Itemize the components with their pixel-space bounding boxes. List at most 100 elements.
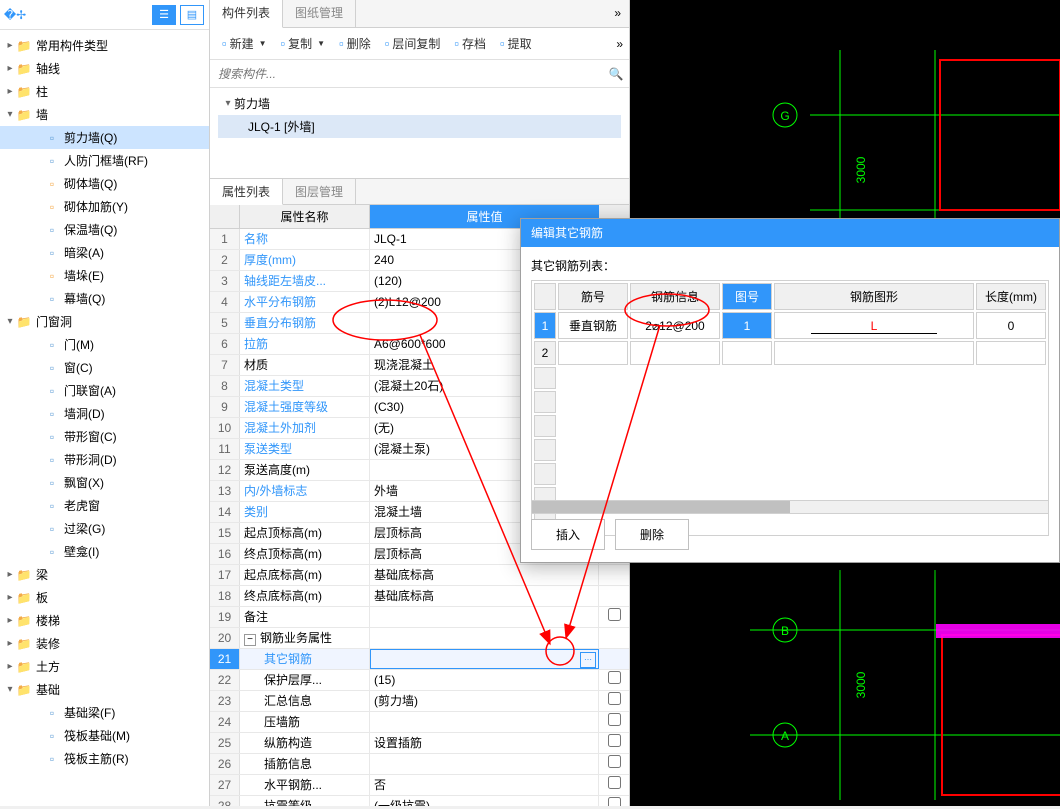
tree-label: 柱: [36, 83, 48, 100]
prop-row[interactable]: 23汇总信息(剪力墙): [210, 691, 629, 712]
prop-row[interactable]: 19备注: [210, 607, 629, 628]
tree-node[interactable]: ▫幕墙(Q): [0, 287, 209, 310]
search-icon[interactable]: 🔍: [603, 67, 629, 81]
prop-checkbox[interactable]: [608, 608, 621, 621]
tree-node[interactable]: ▫暗梁(A): [0, 241, 209, 264]
tree-node[interactable]: ▫门(M): [0, 333, 209, 356]
prop-row[interactable]: 26插筋信息: [210, 754, 629, 775]
tree-node[interactable]: ▾📁基础: [0, 678, 209, 701]
component-tabs: 构件列表图纸管理 »: [210, 0, 629, 28]
tree-node[interactable]: ▫筏板基础(M): [0, 724, 209, 747]
tree-node[interactable]: ▫过梁(G): [0, 517, 209, 540]
edit-rebar-dialog: 编辑其它钢筋 其它钢筋列表： 筋号钢筋信息图号钢筋图形长度(mm) 1垂直钢筋2…: [520, 218, 1060, 563]
tree-node[interactable]: ▫窗(C): [0, 356, 209, 379]
prop-tab[interactable]: 图层管理: [283, 179, 356, 204]
tree-node[interactable]: ▫门联窗(A): [0, 379, 209, 402]
tree-node[interactable]: ▸📁楼梯: [0, 609, 209, 632]
tree-node[interactable]: ▫剪力墙(Q): [0, 126, 209, 149]
tab[interactable]: 构件列表: [210, 0, 283, 28]
dialog-header[interactable]: 图号: [722, 283, 772, 310]
tree-label: 筏板基础(M): [64, 727, 130, 744]
more-button[interactable]: ⋯: [580, 652, 596, 668]
list-parent[interactable]: ▾ 剪力墙: [218, 92, 621, 115]
svg-text:B: B: [781, 624, 789, 638]
svg-text:3000: 3000: [854, 671, 868, 698]
tree-label: 窗(C): [64, 359, 93, 376]
tree-label: 人防门框墙(RF): [64, 152, 148, 169]
search-input[interactable]: [210, 61, 603, 87]
prop-checkbox[interactable]: [608, 734, 621, 747]
prop-row[interactable]: 21其它钢筋⋯: [210, 649, 629, 670]
toolbar-删除[interactable]: ▫删除: [333, 32, 377, 55]
prop-row[interactable]: 17起点底标高(m)基础底标高: [210, 565, 629, 586]
toolbar-复制[interactable]: ▫复制▼: [275, 32, 332, 55]
close-tab-icon[interactable]: »: [606, 0, 629, 27]
copy-icon: ▫: [281, 36, 286, 51]
prop-checkbox[interactable]: [608, 671, 621, 684]
prop-row[interactable]: 28抗震等级(一级抗震): [210, 796, 629, 806]
view-list-icon[interactable]: ☰: [152, 5, 176, 25]
tree-node[interactable]: ▫人防门框墙(RF): [0, 149, 209, 172]
tree-node[interactable]: ▫砌体墙(Q): [0, 172, 209, 195]
tree-node[interactable]: ▫带形洞(D): [0, 448, 209, 471]
prop-row[interactable]: 20−钢筋业务属性: [210, 628, 629, 649]
tree-node[interactable]: ▸📁装修: [0, 632, 209, 655]
view-grid-icon[interactable]: ▤: [180, 5, 204, 25]
tree-node[interactable]: ▸📁板: [0, 586, 209, 609]
expand-all-icon[interactable]: �✢: [5, 5, 25, 25]
tree-node[interactable]: ▫保温墙(Q): [0, 218, 209, 241]
prop-row[interactable]: 24压墙筋: [210, 712, 629, 733]
toolbar-存档[interactable]: ▫存档: [448, 32, 492, 55]
svg-text:G: G: [780, 109, 789, 123]
tree-node[interactable]: ▸📁柱: [0, 80, 209, 103]
delete-button[interactable]: 删除: [615, 519, 689, 550]
toolbar-层间复制[interactable]: ▫层间复制: [379, 32, 447, 55]
prop-row[interactable]: 22保护层厚...(15): [210, 670, 629, 691]
tree-label: 保温墙(Q): [64, 221, 117, 238]
component-toolbar: ▫新建▼▫复制▼▫删除▫层间复制▫存档▫提取 »: [210, 28, 629, 60]
list-child[interactable]: JLQ-1 [外墙]: [218, 115, 621, 138]
tree-node[interactable]: ▫筏板主筋(R): [0, 747, 209, 770]
tree-node[interactable]: ▫墙垛(E): [0, 264, 209, 287]
toolbar-新建[interactable]: ▫新建▼: [216, 32, 273, 55]
prop-checkbox[interactable]: [608, 692, 621, 705]
property-tabs: 属性列表图层管理: [210, 179, 629, 205]
dialog-header[interactable]: 钢筋图形: [774, 283, 974, 310]
tree-node[interactable]: ▾📁门窗洞: [0, 310, 209, 333]
tree-node[interactable]: ▫飘窗(X): [0, 471, 209, 494]
tree-node[interactable]: ▸📁轴线: [0, 57, 209, 80]
prop-checkbox[interactable]: [608, 755, 621, 768]
tree-node[interactable]: ▾📁墙: [0, 103, 209, 126]
prop-checkbox[interactable]: [608, 776, 621, 789]
tree-node[interactable]: ▸📁土方: [0, 655, 209, 678]
dialog-header[interactable]: 长度(mm): [976, 283, 1046, 310]
tree-label: 基础梁(F): [64, 704, 115, 721]
tree-label: 梁: [36, 566, 48, 583]
tree-node[interactable]: ▫壁龛(I): [0, 540, 209, 563]
insert-button[interactable]: 插入: [531, 519, 605, 550]
tree-node[interactable]: ▫老虎窗: [0, 494, 209, 517]
dialog-header[interactable]: 筋号: [558, 283, 628, 310]
prop-tab[interactable]: 属性列表: [210, 179, 283, 205]
tree-node[interactable]: ▫基础梁(F): [0, 701, 209, 724]
tree-label: 飘窗(X): [64, 474, 104, 491]
prop-row[interactable]: 27水平钢筋...否: [210, 775, 629, 796]
tree-label: 带形洞(D): [64, 451, 117, 468]
tree-node[interactable]: ▫墙洞(D): [0, 402, 209, 425]
dialog-scrollbar[interactable]: [531, 500, 1049, 514]
toolbar-提取[interactable]: ▫提取: [494, 32, 538, 55]
tree-node[interactable]: ▸📁梁: [0, 563, 209, 586]
prop-checkbox[interactable]: [608, 713, 621, 726]
toolbar-more-icon[interactable]: »: [616, 37, 623, 51]
prop-row[interactable]: 25纵筋构造设置插筋: [210, 733, 629, 754]
tree-label: 砌体墙(Q): [64, 175, 117, 192]
dialog-header[interactable]: 钢筋信息: [630, 283, 720, 310]
tree-node[interactable]: ▫砌体加筋(Y): [0, 195, 209, 218]
prop-row[interactable]: 18终点底标高(m)基础底标高: [210, 586, 629, 607]
list-parent-label: 剪力墙: [234, 95, 270, 112]
tree-node[interactable]: ▫带形窗(C): [0, 425, 209, 448]
tree-label: 墙洞(D): [64, 405, 105, 422]
prop-checkbox[interactable]: [608, 797, 621, 806]
tab[interactable]: 图纸管理: [283, 0, 356, 27]
tree-node[interactable]: ▸📁常用构件类型: [0, 34, 209, 57]
